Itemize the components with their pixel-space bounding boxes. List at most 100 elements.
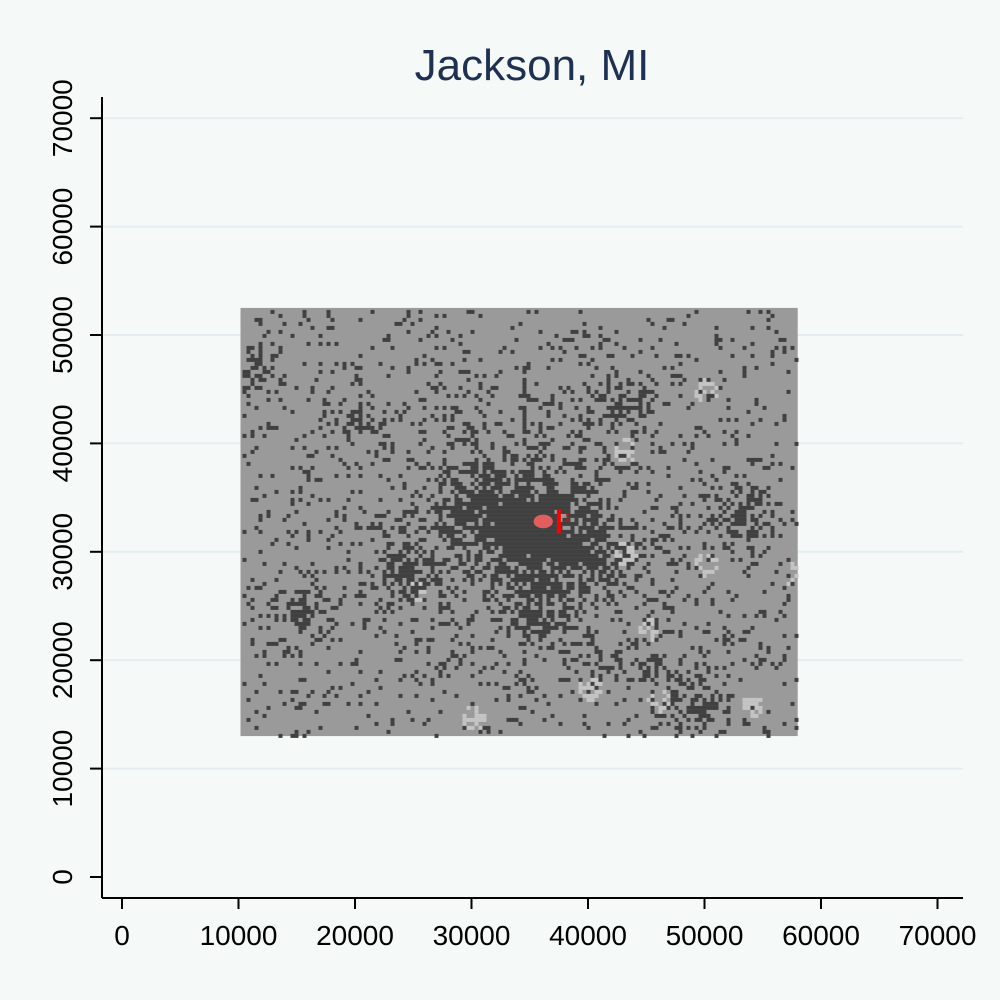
raster-cell <box>494 537 499 542</box>
raster-cell <box>706 701 711 706</box>
raster-cell <box>490 501 495 506</box>
raster-cell <box>510 549 515 554</box>
raster-cell <box>442 665 447 670</box>
raster-cell-light <box>598 689 603 694</box>
raster-cell <box>506 717 511 722</box>
raster-cell <box>502 529 507 534</box>
raster-cell <box>410 629 415 634</box>
raster-cell <box>490 533 495 538</box>
raster-cell <box>566 501 571 506</box>
raster-cell <box>482 413 487 418</box>
raster-cell <box>450 609 455 614</box>
raster-cell-light <box>646 617 651 622</box>
raster-cell <box>346 497 351 502</box>
raster-cell <box>666 605 671 610</box>
raster-cell <box>398 573 403 578</box>
raster-cell <box>742 345 747 350</box>
raster-cell <box>250 605 255 610</box>
raster-cell <box>246 369 251 374</box>
raster-cell <box>490 637 495 642</box>
raster-cell <box>534 549 539 554</box>
raster-cell <box>250 617 255 622</box>
raster-cell <box>582 585 587 590</box>
raster-cell <box>358 381 363 386</box>
raster-cell <box>782 613 787 618</box>
raster-cell <box>438 517 443 522</box>
raster-cell <box>542 509 547 514</box>
raster-cell <box>530 497 535 502</box>
raster-cell-light <box>466 705 471 710</box>
raster-cell <box>502 669 507 674</box>
raster-cell <box>322 569 327 574</box>
raster-cell <box>522 385 527 390</box>
raster-cell <box>762 489 767 494</box>
raster-cell <box>514 601 519 606</box>
raster-cell <box>406 569 411 574</box>
raster-cell <box>670 365 675 370</box>
raster-cell <box>258 529 263 534</box>
raster-cell <box>406 533 411 538</box>
raster-cell <box>734 509 739 514</box>
raster-cell <box>590 641 595 646</box>
raster-cell <box>522 581 527 586</box>
raster-cell <box>478 525 483 530</box>
raster-cell <box>614 369 619 374</box>
raster-cell <box>418 493 423 498</box>
raster-cell <box>358 525 363 530</box>
raster-cell <box>390 601 395 606</box>
raster-cell <box>410 577 415 582</box>
raster-cell <box>470 481 475 486</box>
raster-cell <box>746 433 751 438</box>
raster-cell <box>562 613 567 618</box>
raster-cell <box>390 365 395 370</box>
raster-cell <box>250 429 255 434</box>
raster-cell <box>590 545 595 550</box>
raster-cell <box>506 633 511 638</box>
raster-cell <box>458 529 463 534</box>
raster-cell <box>334 509 339 514</box>
raster-cell <box>346 465 351 470</box>
raster-cell <box>430 561 435 566</box>
raster-cell <box>458 625 463 630</box>
raster-cell <box>506 569 511 574</box>
raster-cell <box>650 653 655 658</box>
raster-cell <box>706 629 711 634</box>
raster-cell <box>578 465 583 470</box>
raster-cell <box>650 529 655 534</box>
raster-cell <box>510 501 515 506</box>
raster-cell <box>522 513 527 518</box>
raster-cell-light <box>626 449 631 454</box>
raster-cell <box>682 377 687 382</box>
raster-cell <box>530 397 535 402</box>
raster-cell <box>598 421 603 426</box>
raster-cell <box>382 609 387 614</box>
raster-cell <box>678 721 683 726</box>
raster-cell <box>478 497 483 502</box>
raster-cell <box>550 713 555 718</box>
raster-cell-light <box>582 693 587 698</box>
raster-cell <box>334 693 339 698</box>
raster-cell <box>454 513 459 518</box>
raster-cell <box>454 497 459 502</box>
raster-cell <box>374 677 379 682</box>
raster-cell <box>678 485 683 490</box>
raster-cell-light <box>474 705 479 710</box>
raster-cell <box>442 689 447 694</box>
raster-cell <box>482 473 487 478</box>
raster-cell <box>454 509 459 514</box>
raster-cell <box>566 597 571 602</box>
raster-cell <box>386 477 391 482</box>
raster-cell <box>666 673 671 678</box>
raster-cell <box>310 613 315 618</box>
raster-cell <box>442 477 447 482</box>
raster-cell <box>594 521 599 526</box>
raster-cell <box>510 457 515 462</box>
raster-cell <box>642 661 647 666</box>
raster-cell <box>442 661 447 666</box>
raster-cell <box>678 381 683 386</box>
raster-cell <box>694 529 699 534</box>
raster-cell <box>506 549 511 554</box>
raster-cell <box>522 441 527 446</box>
raster-cell <box>618 533 623 538</box>
raster-cell <box>530 549 535 554</box>
